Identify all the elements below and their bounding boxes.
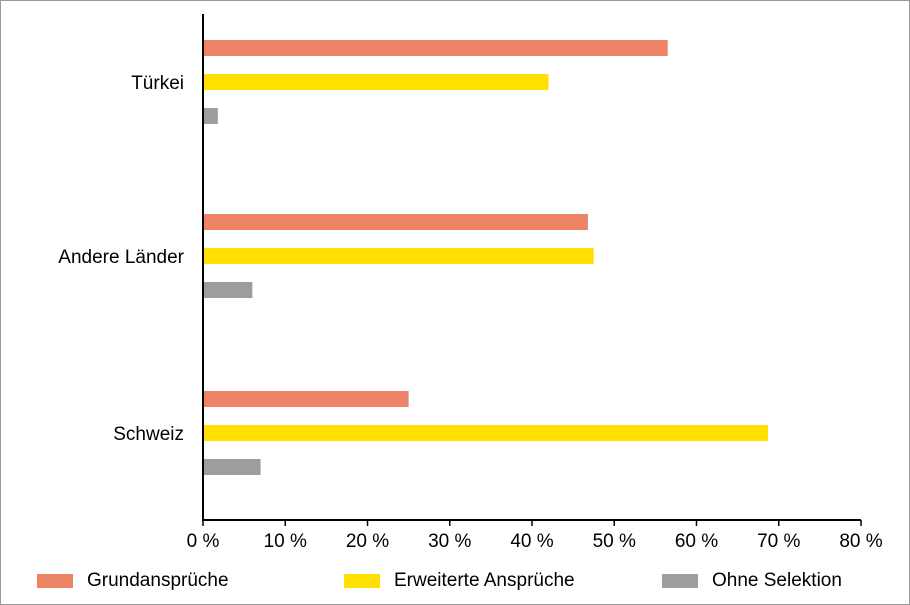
x-tick-label: 10 % [264,531,307,552]
x-tick-label: 50 % [593,531,636,552]
legend-label: Grundansprüche [87,570,229,591]
legend-item-grundansprueche: Grundansprüche [37,570,229,592]
bars-group [204,40,769,475]
legend-label: Ohne Selektion [712,570,842,591]
x-tick-label: 30 % [428,531,471,552]
x-tick-label: 0 % [187,531,220,552]
legend-swatch [662,574,698,588]
bar-erweiterte-ansprüche-0 [204,74,549,90]
legend-item-ohne-selektion: Ohne Selektion [662,570,842,592]
legend-item-erweiterte-ansprueche: Erweiterte Ansprüche [344,570,575,592]
bar-ohne-selektion-0 [204,108,218,124]
bar-grundansprüche-2 [204,391,409,407]
bar-grundansprüche-0 [204,40,668,56]
x-tick-label: 40 % [510,531,553,552]
x-tick-label: 80 % [839,531,882,552]
x-tick-label: 70 % [757,531,800,552]
category-labels: Türkei Andere Länder Schweiz [58,73,184,445]
bar-grundansprüche-1 [204,214,588,230]
legend: Grundansprüche Erweiterte Ansprüche Ohne… [0,570,910,598]
x-tick-label: 20 % [346,531,389,552]
bar-erweiterte-ansprüche-2 [204,425,769,441]
legend-swatch [344,574,380,588]
category-label: Schweiz [113,424,184,445]
x-axis-ticks: 0 % 10 % 20 % 30 % 40 % 50 % 60 % 70 % 80 % [187,520,883,552]
x-tick-label: 60 % [675,531,718,552]
bar-ohne-selektion-2 [204,459,261,475]
bar-erweiterte-ansprüche-1 [204,248,594,264]
bar-ohne-selektion-1 [204,282,253,298]
category-label: Türkei [131,73,184,94]
legend-swatch [37,574,73,588]
category-label: Andere Länder [58,247,184,268]
legend-label: Erweiterte Ansprüche [394,570,575,591]
